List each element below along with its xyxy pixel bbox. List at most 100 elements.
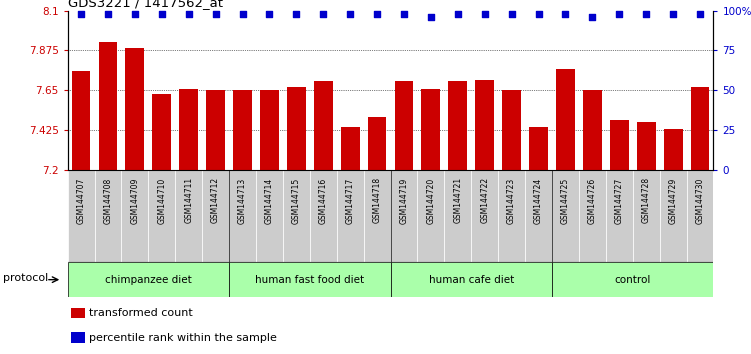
Bar (529, 127, 548, 170)
Text: GSM144709: GSM144709 (131, 177, 140, 224)
Bar (686, 170, 713, 262)
Bar (579, 170, 606, 262)
Text: GSM144708: GSM144708 (104, 177, 113, 223)
Text: GSM144729: GSM144729 (668, 177, 677, 223)
Bar (421, 88, 440, 170)
Bar (207, 90, 225, 170)
Text: GSM144727: GSM144727 (615, 177, 624, 223)
Bar (418, 170, 445, 262)
Bar (149, 170, 175, 262)
Point (182, 11, 195, 17)
Text: control: control (614, 275, 651, 285)
Bar (260, 90, 279, 170)
Text: GSM144719: GSM144719 (400, 177, 409, 223)
Point (532, 11, 544, 17)
Text: transformed count: transformed count (89, 308, 192, 318)
Text: GDS3221 / 1417562_at: GDS3221 / 1417562_at (68, 0, 222, 10)
Point (264, 11, 276, 17)
Point (478, 11, 490, 17)
Text: human cafe diet: human cafe diet (429, 275, 514, 285)
Text: GSM144722: GSM144722 (480, 177, 489, 223)
Point (505, 11, 517, 17)
Bar (68, 262, 229, 297)
Bar (552, 170, 579, 262)
Text: GSM144718: GSM144718 (372, 177, 382, 223)
Bar (336, 170, 363, 262)
Bar (472, 170, 498, 262)
Bar (391, 262, 552, 297)
Bar (583, 90, 602, 170)
Text: GSM144713: GSM144713 (238, 177, 247, 223)
Text: GSM144726: GSM144726 (588, 177, 597, 223)
Point (559, 11, 572, 17)
Text: GSM144725: GSM144725 (561, 177, 570, 223)
Text: GSM144723: GSM144723 (507, 177, 516, 223)
Bar (525, 170, 552, 262)
Bar (68, 170, 95, 262)
Point (344, 11, 356, 17)
Text: GSM144724: GSM144724 (534, 177, 543, 223)
Point (291, 11, 303, 17)
Text: human fast food diet: human fast food diet (255, 275, 364, 285)
Bar (341, 127, 360, 170)
Text: chimpanzee diet: chimpanzee diet (105, 275, 192, 285)
Text: GSM144714: GSM144714 (265, 177, 274, 223)
Bar (664, 129, 683, 170)
Bar (448, 81, 467, 170)
Bar (283, 170, 309, 262)
Bar (314, 81, 333, 170)
Bar (179, 88, 198, 170)
Point (102, 11, 114, 17)
Point (75, 11, 87, 17)
Bar (391, 170, 418, 262)
Point (398, 11, 410, 17)
Bar (71, 308, 85, 318)
Point (237, 11, 249, 17)
Bar (229, 170, 256, 262)
Bar (552, 262, 713, 297)
Bar (95, 170, 122, 262)
Bar (502, 90, 521, 170)
Point (155, 11, 167, 17)
Bar (202, 170, 229, 262)
Text: GSM144721: GSM144721 (454, 177, 463, 223)
Text: GSM144730: GSM144730 (695, 177, 704, 224)
Text: GSM144717: GSM144717 (345, 177, 354, 223)
Point (317, 11, 329, 17)
Bar (363, 170, 391, 262)
Bar (637, 122, 656, 170)
Bar (556, 69, 575, 170)
Bar (659, 170, 686, 262)
Point (425, 14, 437, 20)
Bar (256, 170, 283, 262)
Bar (394, 81, 413, 170)
Bar (445, 170, 472, 262)
Text: GSM144728: GSM144728 (641, 177, 650, 223)
Bar (152, 94, 171, 170)
Bar (229, 262, 391, 297)
Text: GSM144720: GSM144720 (427, 177, 436, 223)
Bar (71, 71, 90, 170)
Text: GSM144710: GSM144710 (157, 177, 166, 223)
Bar (368, 117, 387, 170)
Bar (610, 120, 629, 170)
Point (452, 11, 464, 17)
Text: GSM144712: GSM144712 (211, 177, 220, 223)
Point (210, 11, 222, 17)
Bar (309, 170, 336, 262)
Bar (498, 170, 525, 262)
Bar (606, 170, 632, 262)
Bar (122, 170, 149, 262)
Bar (98, 42, 117, 170)
Point (587, 14, 599, 20)
Point (614, 11, 626, 17)
Bar (233, 90, 252, 170)
Text: protocol: protocol (4, 273, 49, 283)
Text: GSM144715: GSM144715 (292, 177, 301, 223)
Text: GSM144716: GSM144716 (318, 177, 327, 223)
Bar (287, 87, 306, 170)
Bar (691, 87, 710, 170)
Text: percentile rank within the sample: percentile rank within the sample (89, 333, 276, 343)
Text: GSM144707: GSM144707 (77, 177, 86, 224)
Point (640, 11, 652, 17)
